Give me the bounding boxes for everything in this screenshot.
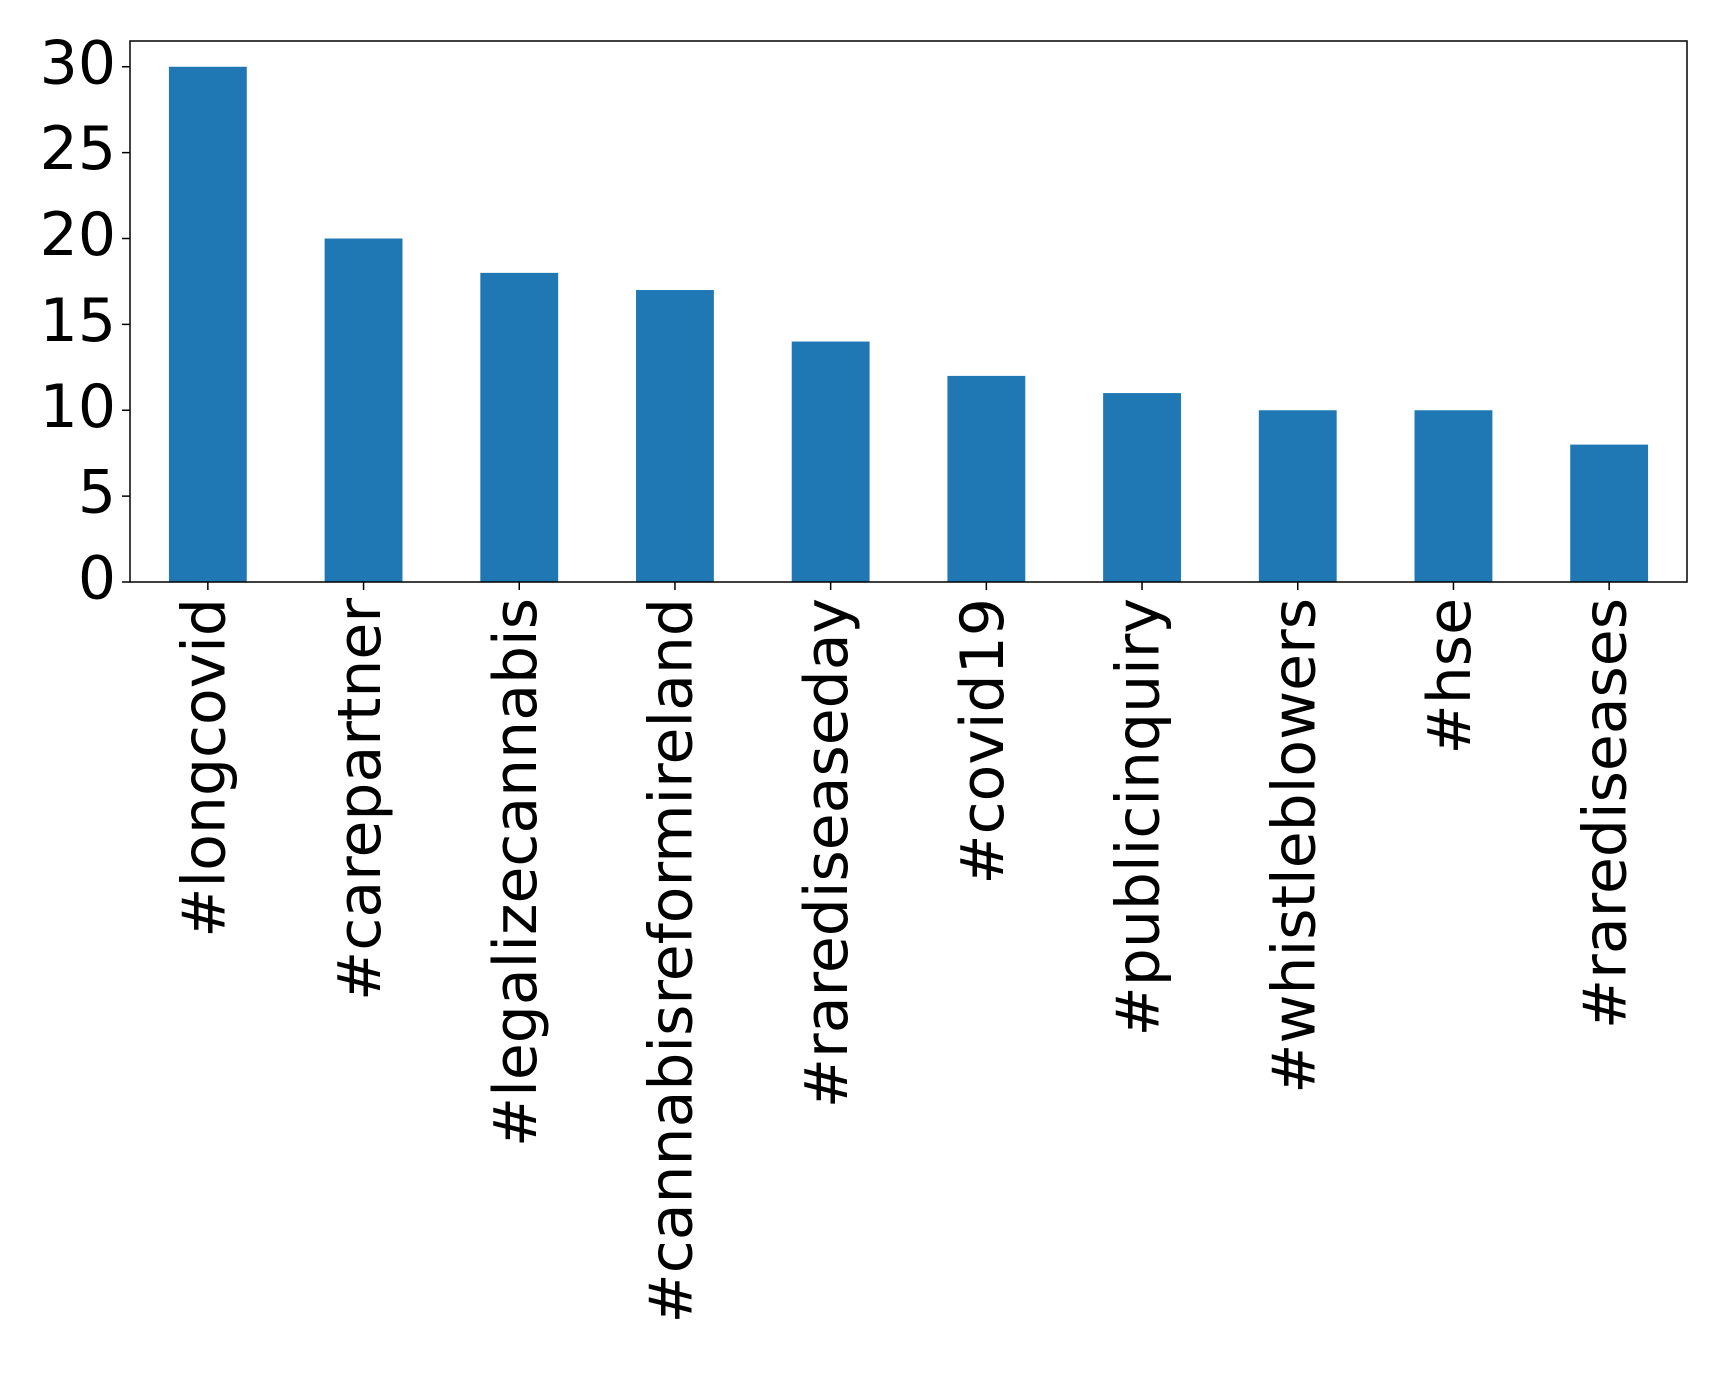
bar bbox=[1258, 410, 1337, 582]
x-tick-label: #carepartner bbox=[325, 598, 395, 1001]
x-tick-label: #rarediseases bbox=[1571, 598, 1641, 1029]
bar bbox=[636, 290, 714, 582]
y-tick-label: 25 bbox=[40, 114, 116, 184]
x-tick-label: #publicinquiry bbox=[1104, 598, 1174, 1036]
y-tick-label: 10 bbox=[40, 372, 116, 442]
y-tick-label: 5 bbox=[78, 458, 116, 528]
bar bbox=[324, 238, 403, 582]
plot-frame bbox=[129, 40, 1688, 583]
bar bbox=[947, 375, 1026, 582]
bar bbox=[1414, 410, 1493, 582]
bar bbox=[1103, 393, 1181, 582]
x-tick-label: #covid19 bbox=[948, 598, 1018, 885]
y-tick-label: 20 bbox=[40, 200, 116, 270]
bar bbox=[168, 66, 247, 582]
y-tick-label: 30 bbox=[40, 28, 116, 98]
x-tick-label: #cannabisreformireland bbox=[637, 598, 707, 1324]
y-tick-label: 15 bbox=[40, 286, 116, 356]
x-tick-label: #longcovid bbox=[169, 598, 239, 938]
x-tick-label: #legalizecannabis bbox=[481, 598, 551, 1147]
bar bbox=[1570, 444, 1649, 582]
y-tick-label: 0 bbox=[78, 544, 116, 614]
bar bbox=[791, 341, 870, 582]
x-tick-label: #rarediseaseday bbox=[792, 598, 862, 1108]
bar bbox=[480, 272, 559, 582]
x-tick-label: #hse bbox=[1415, 598, 1485, 754]
x-tick-label: #whistleblowers bbox=[1259, 598, 1329, 1094]
